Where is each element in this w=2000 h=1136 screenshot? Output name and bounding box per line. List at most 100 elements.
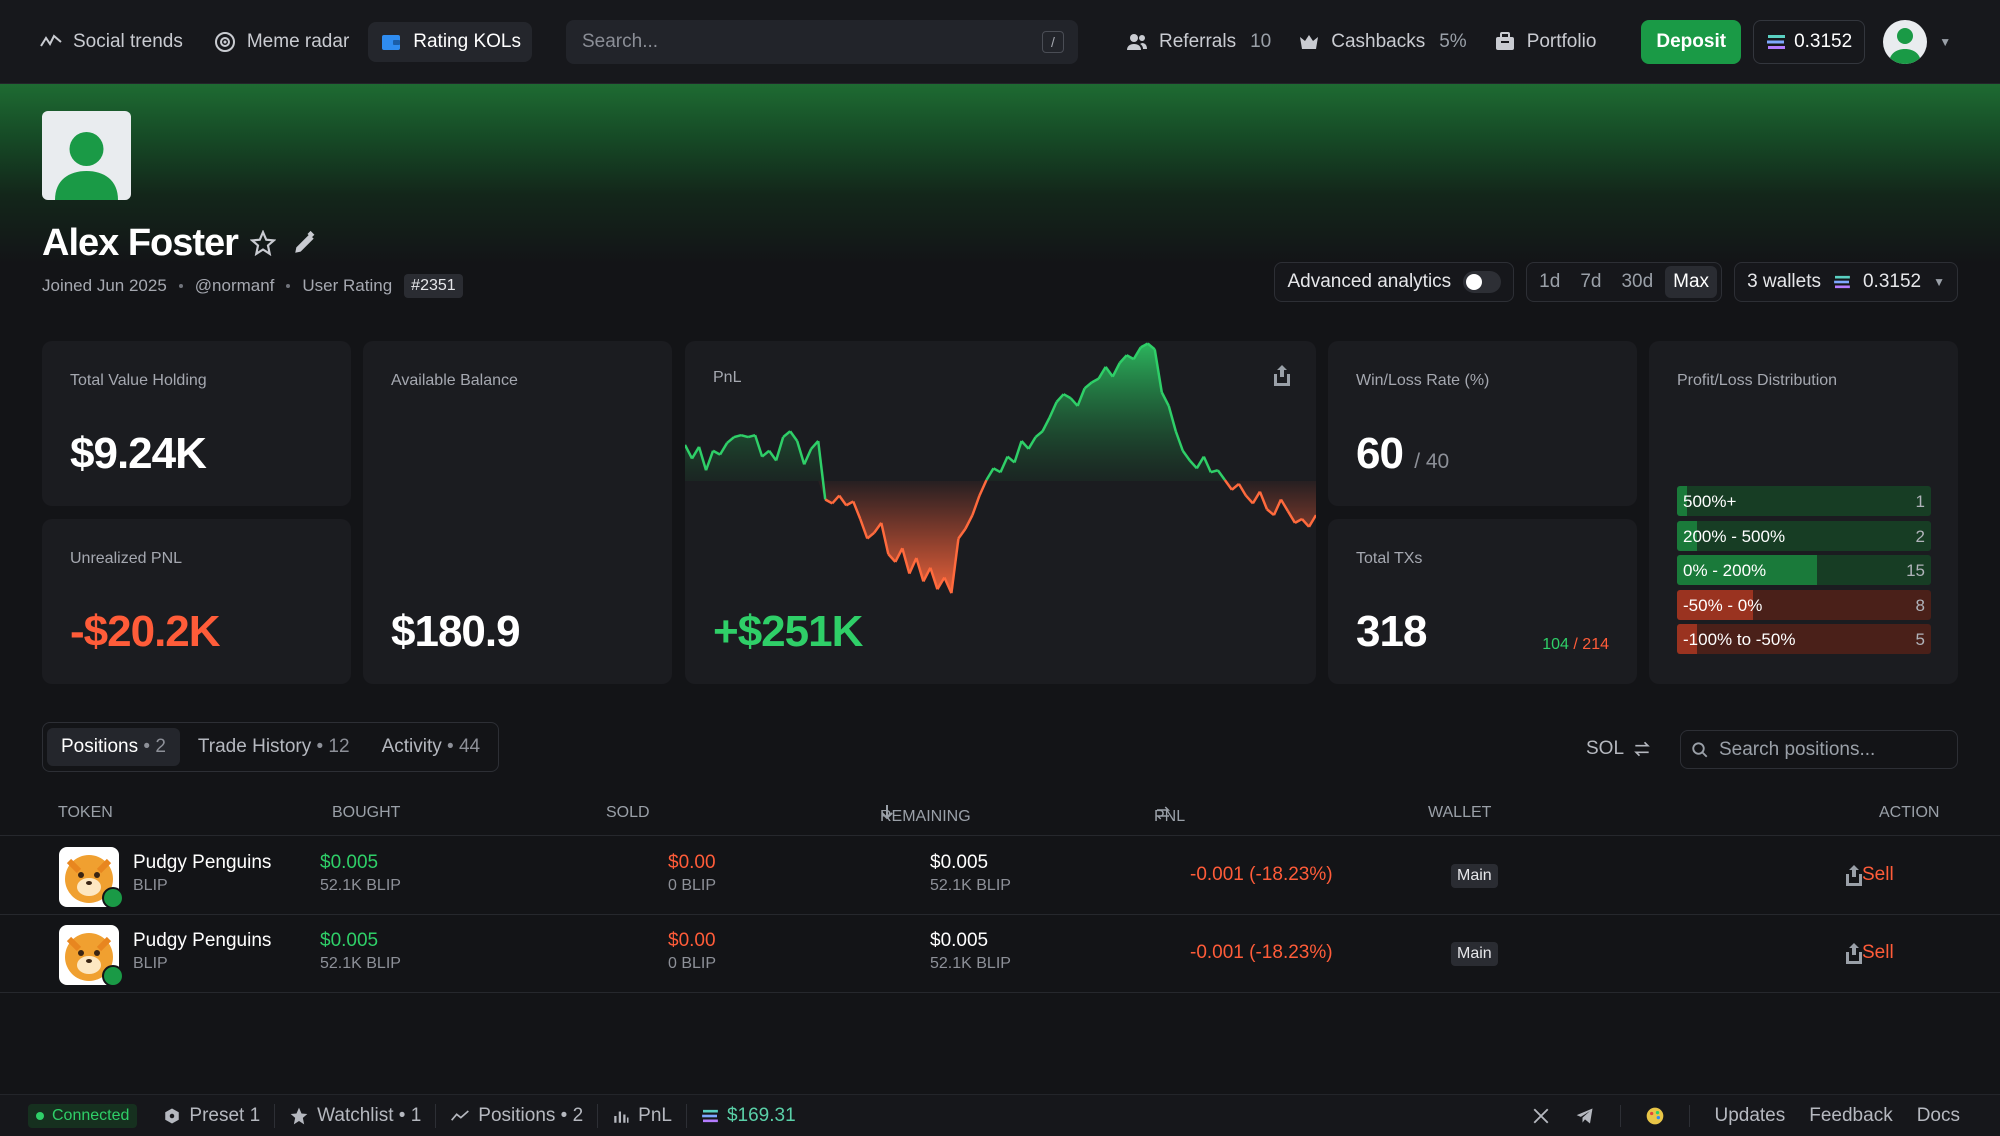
total-value: $9.24K (70, 429, 207, 478)
col-wallet[interactable]: WALLET (1428, 804, 1492, 821)
avatar[interactable] (1883, 19, 1928, 64)
tab-activity[interactable]: Activity • 44 (381, 736, 481, 757)
deposit-button[interactable]: Deposit (1641, 19, 1742, 64)
chevron-down-icon[interactable]: ▼ (1939, 34, 1952, 49)
footer-pnl[interactable]: PnL (598, 1103, 687, 1128)
pnl-line-segment (1231, 482, 1240, 491)
share-icon[interactable] (1842, 941, 1866, 965)
pnl-line-segment (740, 433, 749, 439)
nav-portfolio[interactable]: Portfolio (1482, 22, 1608, 62)
nav-cashbacks[interactable]: Cashbacks 5% (1286, 22, 1477, 62)
distribution-count: 8 (1915, 595, 1925, 615)
pnl-value: -0.001 (-18.23%) (1190, 864, 1333, 885)
nav-referrals-label: Referrals (1159, 30, 1237, 52)
share-icon[interactable] (1270, 363, 1294, 387)
nav-social-trends[interactable]: Social trends (28, 22, 194, 62)
pnl-line-segment (1244, 494, 1254, 505)
pnl-line-segment (768, 450, 778, 462)
pnl-line-segment (1091, 377, 1100, 384)
swap-icon (1155, 806, 1171, 820)
share-icon[interactable] (1842, 863, 1866, 887)
pnl-line-segment (1097, 366, 1107, 380)
currency-toggle[interactable]: SOL (1586, 738, 1652, 760)
col-bought[interactable]: BOUGHT (332, 804, 401, 821)
col-remaining[interactable]: REMAINING (880, 804, 971, 825)
remaining-amount: 52.1K BLIP (930, 877, 1011, 894)
distribution-row: -100% to -50% 5 (1677, 624, 1931, 655)
trend-line-icon (40, 33, 62, 47)
bought-value: $0.005 (320, 930, 379, 951)
x-twitter-icon[interactable] (1532, 1107, 1550, 1125)
pnl-line-segment (901, 547, 911, 574)
pnl-line-segment (1153, 349, 1163, 393)
nav-referrals[interactable]: Referrals 10 (1114, 22, 1282, 62)
pnl-line-segment (866, 531, 876, 540)
wallets-label: 3 wallets (1747, 271, 1821, 292)
footer-positions[interactable]: Positions • 2 (436, 1103, 599, 1128)
sell-button[interactable]: Sell (1862, 942, 1894, 963)
edit-icon[interactable] (292, 230, 318, 256)
token-logo-icon (65, 855, 113, 903)
tab-positions[interactable]: Positions • 2 (47, 728, 180, 766)
pnl-line-segment (1188, 459, 1198, 470)
range-30d[interactable]: 30d (1621, 271, 1654, 292)
tab-trade-history[interactable]: Trade History • 12 (197, 736, 350, 757)
solana-icon (1767, 34, 1786, 49)
pnl-line-segment (1126, 354, 1135, 361)
pnl-card: PnL +$251K (685, 341, 1316, 684)
search-positions-input[interactable]: Search positions... (1680, 730, 1958, 769)
txs-buy: 104 (1542, 636, 1569, 653)
pnl-line-segment (1216, 469, 1226, 481)
sold-amount: 0 BLIP (668, 877, 717, 894)
nav-rating-kols[interactable]: Rating KOLs (368, 21, 532, 62)
feedback-link[interactable]: Feedback (1809, 1105, 1893, 1126)
arrow-down-icon (881, 805, 893, 820)
distribution-fill (1677, 624, 1698, 655)
pnl-line-segment (999, 456, 1009, 473)
profile-handle[interactable]: @normanf (194, 276, 275, 295)
wallets-selector[interactable]: 3 wallets 0.3152 ▼ (1734, 262, 1958, 302)
pnl-line-segment (1167, 405, 1177, 432)
sold-value: $0.00 (668, 852, 716, 873)
toggle-switch[interactable] (1463, 271, 1502, 293)
table-row[interactable]: Pudgy Penguins BLIP $0.005 52.1K BLIP $0.00 0… (0, 915, 2000, 993)
advanced-analytics-toggle[interactable]: Advanced analytics (1274, 262, 1515, 302)
footer-preset[interactable]: Preset 1 (149, 1103, 276, 1128)
pnl-line-segment (685, 444, 694, 460)
updates-link[interactable]: Updates (1714, 1105, 1786, 1126)
col-pnl[interactable]: PNL (1154, 804, 1185, 825)
pnl-line-segment (1294, 517, 1303, 524)
range-7d[interactable]: 7d (1580, 271, 1602, 292)
pnl-line-segment (733, 433, 742, 439)
distribution-label: -100% to -50% (1683, 630, 1796, 650)
sell-button[interactable]: Sell (1862, 864, 1894, 885)
balance-button[interactable]: 0.3152 (1753, 19, 1866, 64)
search-placeholder: Search... (582, 30, 659, 52)
palette-icon[interactable] (1645, 1106, 1665, 1126)
star-icon[interactable] (250, 230, 276, 256)
currency-label: SOL (1586, 738, 1625, 759)
token-name[interactable]: Pudgy Penguins (133, 852, 272, 873)
nav-meme-radar[interactable]: Meme radar (202, 22, 360, 62)
range-max[interactable]: Max (1665, 266, 1718, 298)
col-token[interactable]: TOKEN (58, 804, 113, 821)
solana-icon (1834, 275, 1850, 289)
docs-link[interactable]: Docs (1916, 1105, 1960, 1126)
search-positions-placeholder: Search positions... (1719, 738, 1876, 760)
table-row[interactable]: Pudgy Penguins BLIP $0.005 52.1K BLIP $0.00 0… (0, 837, 2000, 915)
distribution-fill (1677, 520, 1698, 551)
distribution-row: 500%+ 1 (1677, 486, 1931, 516)
search-input[interactable]: Search... / (566, 19, 1078, 64)
pnl-line-segment (957, 528, 967, 540)
col-sold[interactable]: SOLD (606, 804, 650, 821)
footer-balance[interactable]: $169.31 (687, 1104, 810, 1128)
token-name[interactable]: Pudgy Penguins (133, 930, 272, 951)
footer-watchlist[interactable]: Watchlist • 1 (275, 1103, 437, 1128)
pnl-line-segment (1076, 387, 1086, 407)
range-1d[interactable]: 1d (1539, 271, 1561, 292)
distribution-label: 200% - 500% (1683, 526, 1786, 546)
telegram-icon[interactable] (1574, 1106, 1596, 1126)
pnl-line-segment (1069, 397, 1079, 407)
joined-date: Joined Jun 2025 (42, 276, 167, 295)
pnl-line-segment (908, 557, 918, 575)
